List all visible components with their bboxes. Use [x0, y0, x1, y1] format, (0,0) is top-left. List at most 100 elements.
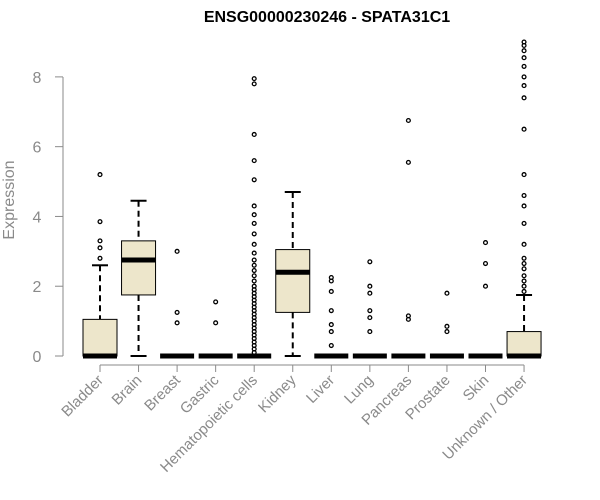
outlier-point	[251, 131, 257, 138]
outlier-point	[521, 260, 527, 267]
outlier-point	[328, 288, 334, 295]
outlier-point	[521, 203, 527, 209]
outlier-point	[251, 81, 257, 87]
iqr-box	[275, 249, 311, 313]
outlier-point	[251, 257, 257, 263]
box-liver	[314, 274, 349, 359]
outlier-point	[251, 273, 257, 279]
outlier-point	[97, 219, 103, 225]
outlier-point	[251, 76, 257, 82]
outlier-point	[97, 245, 103, 251]
outlier-point	[328, 329, 334, 335]
box-breast	[160, 248, 195, 359]
y-tick-label: 6	[33, 140, 42, 157]
x-tick-label: Brain	[109, 372, 146, 409]
y-tick-label: 0	[33, 349, 42, 366]
box-hematopoietic-cells	[237, 76, 272, 359]
outlier-point	[328, 274, 334, 281]
outlier-point	[367, 308, 373, 314]
x-tick-label: Lung	[341, 372, 377, 408]
outlier-point	[174, 309, 180, 315]
outlier-point	[482, 240, 489, 246]
outlier-point	[251, 267, 257, 274]
outlier-point	[521, 172, 527, 178]
outlier-point	[405, 313, 411, 319]
outlier-point	[213, 320, 219, 326]
outlier-point	[444, 290, 450, 296]
plot-area	[82, 39, 542, 359]
x-tick-label: Bladder	[58, 372, 107, 421]
outlier-point	[251, 203, 257, 209]
outlier-point	[251, 177, 257, 183]
outlier-point	[174, 320, 180, 326]
outlier-point	[444, 329, 450, 335]
outlier-point	[97, 238, 103, 244]
y-axis-ticks: 0 2 4 6 8	[33, 70, 63, 366]
outlier-point	[482, 260, 489, 267]
y-tick-label: 4	[33, 209, 42, 226]
x-tick-label: Liver	[303, 372, 338, 407]
chart-title: ENSG00000230246 - SPATA31C1	[204, 9, 450, 26]
box-kidney	[275, 191, 311, 357]
iqr-box	[506, 331, 542, 357]
outlier-point	[521, 278, 527, 284]
outlier-point	[521, 220, 527, 226]
outlier-point	[521, 288, 527, 295]
outlier-point	[251, 250, 257, 256]
outlier-point	[521, 55, 527, 61]
box-pancreas	[391, 117, 426, 359]
outlier-point	[521, 95, 527, 101]
outlier-point	[521, 283, 527, 289]
outlier-point	[521, 48, 527, 54]
outlier-point	[251, 220, 257, 226]
box-lung	[352, 259, 387, 359]
outlier-point	[521, 255, 527, 261]
outlier-point	[521, 126, 527, 132]
x-tick-label: Kidney	[255, 371, 300, 416]
outlier-point	[405, 159, 411, 165]
outlier-point	[251, 262, 257, 268]
y-tick-label: 2	[33, 279, 42, 296]
outlier-point	[328, 308, 334, 314]
box-unknown-other	[506, 39, 542, 359]
outlier-point	[251, 278, 257, 284]
outlier-point	[251, 231, 257, 237]
outlier-point	[521, 273, 527, 279]
box-prostate	[429, 290, 464, 359]
outlier-point	[521, 241, 527, 247]
box-skin	[468, 240, 503, 359]
x-tick-label: Breast	[141, 371, 184, 414]
outlier-point	[521, 83, 527, 89]
outlier-point	[251, 283, 257, 289]
box-gastric	[198, 299, 233, 359]
outlier-point	[174, 248, 180, 254]
outlier-point	[367, 315, 373, 321]
y-tick-label: 8	[33, 70, 42, 87]
outlier-point	[521, 192, 527, 199]
outlier-point	[367, 290, 373, 296]
outlier-point	[251, 158, 257, 164]
outlier-point	[367, 259, 373, 265]
y-axis-label: Expression	[1, 160, 18, 239]
box-brain	[121, 199, 157, 357]
outlier-point	[521, 39, 527, 45]
outlier-point	[521, 74, 527, 80]
outlier-point	[328, 322, 334, 328]
outlier-point	[251, 212, 257, 218]
x-tick-label: Skin	[460, 372, 493, 405]
outlier-point	[251, 241, 257, 247]
box-bladder	[82, 172, 118, 359]
outlier-point	[482, 283, 489, 289]
outlier-point	[328, 342, 334, 349]
outlier-point	[367, 283, 373, 289]
outlier-point	[367, 329, 373, 335]
outlier-point	[405, 117, 411, 124]
outlier-point	[521, 266, 527, 272]
outlier-point	[97, 172, 103, 178]
outlier-point	[521, 63, 527, 69]
iqr-box	[121, 240, 157, 296]
outlier-point	[213, 299, 219, 305]
outlier-point	[97, 255, 103, 261]
